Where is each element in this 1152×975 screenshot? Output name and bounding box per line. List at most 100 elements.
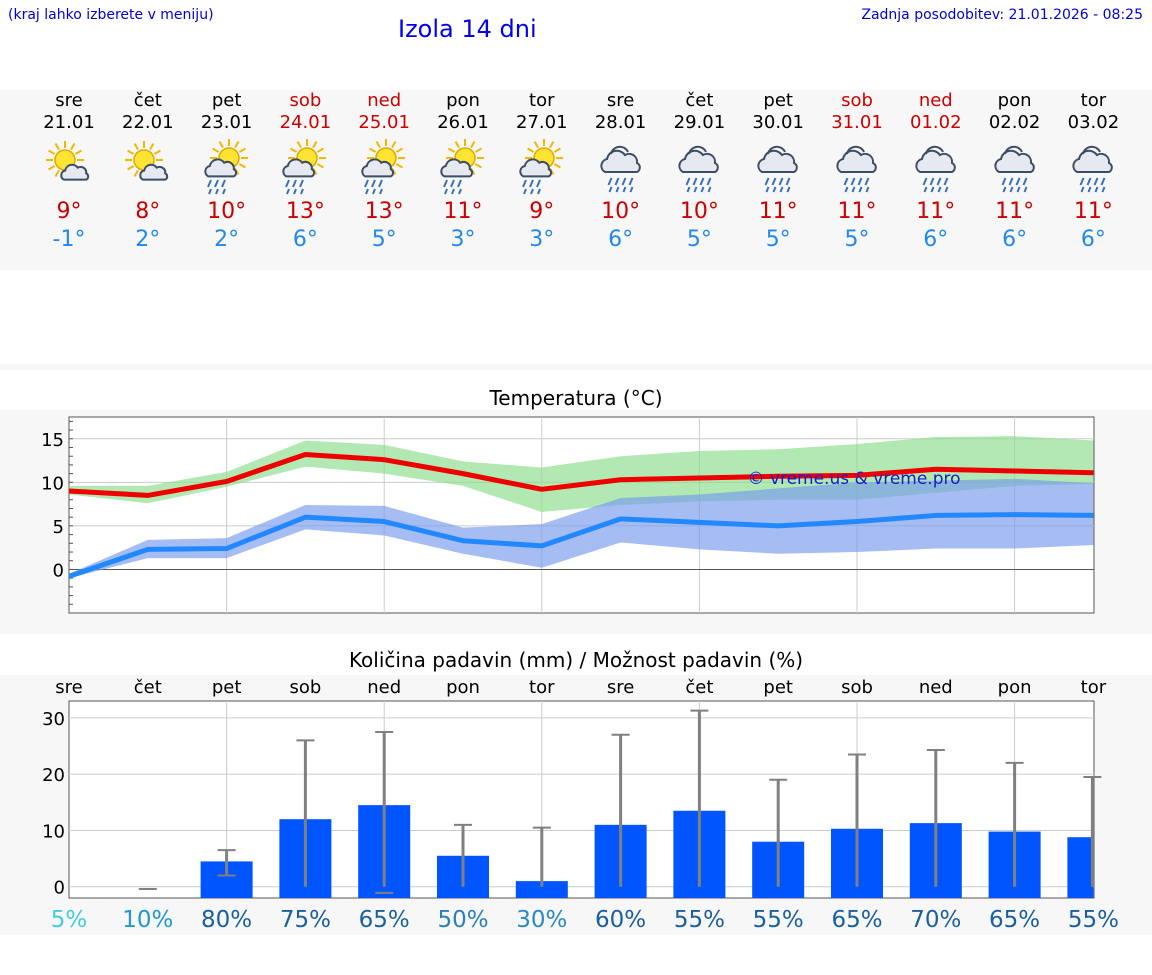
day-name: pet [211, 90, 242, 111]
watermark: © vreme.us & vreme.pro [747, 469, 960, 489]
day-column: sob 24.01 13° 6° [266, 90, 344, 254]
day-date: 01.02 [910, 112, 962, 133]
precip-probability: 55% [1068, 907, 1119, 933]
day-name: pon [997, 90, 1032, 111]
precipitation-chart: sre čet pet sob ned pon tor sre čet pet sob ned pon t… [42, 677, 1119, 933]
day-column: tor 27.01 9° 3° [503, 90, 581, 254]
temp-min: 5° [844, 227, 870, 252]
day-date: 24.01 [279, 112, 332, 133]
day-date: 29.01 [673, 112, 726, 133]
y-tick-label: 10 [41, 473, 64, 494]
precip-probability: 65% [359, 907, 410, 933]
day-date: 28.01 [594, 112, 647, 133]
day-date: 02.02 [988, 112, 1041, 133]
temp-max: 11° [995, 199, 1035, 224]
rain-icon [915, 145, 956, 193]
temp-max: 11° [837, 199, 877, 224]
precip-probability: 65% [831, 907, 882, 933]
day-column: pet 23.01 10° 2° [188, 90, 266, 254]
location-hint: (kraj lahko izberete v meniju) [8, 7, 214, 23]
temp-min: 6° [1080, 227, 1106, 252]
precip-probability: 80% [201, 907, 252, 933]
day-date: 25.01 [358, 112, 410, 133]
precip-probability: 70% [910, 907, 961, 933]
max-temp-line [68, 451, 1094, 498]
day-column: sob 31.01 11° 5° [818, 90, 896, 254]
temp-min: 2° [135, 227, 161, 252]
day-column: pet 30.01 11° 5° [739, 90, 817, 254]
day-column: pon 26.01 11° 3° [424, 90, 502, 254]
day-date: 03.02 [1067, 112, 1120, 133]
day-name: čet [133, 90, 162, 111]
precip-probability: 60% [595, 907, 646, 933]
temp-min: 6° [923, 227, 949, 252]
temperature-chart-title: Temperatura (°C) [489, 386, 663, 410]
temp-max: 11° [758, 199, 798, 224]
precip-bar [1067, 837, 1094, 898]
forecast-band [0, 90, 1152, 270]
min-temp-band [69, 478, 1094, 579]
page-title: Izola 14 dni [398, 15, 537, 43]
sun-cloud-icon [46, 141, 90, 181]
temp-min: 5° [686, 227, 712, 252]
rain-icon [1072, 145, 1114, 193]
day-column: pon 02.02 11° 6° [976, 90, 1054, 254]
precip-bar [515, 881, 568, 898]
day-date: 22.01 [122, 112, 174, 133]
sun-rain-icon [519, 139, 563, 195]
day-date: 21.01 [43, 112, 95, 133]
temp-max: 13° [364, 199, 404, 224]
precip-day-label: sob [841, 677, 873, 698]
temp-max: 11° [916, 199, 956, 224]
precip-day-label: pet [763, 677, 793, 698]
y-tick-label: 5 [53, 517, 64, 538]
precip-day-label: sob [289, 677, 321, 698]
sun-rain-icon [440, 139, 484, 195]
separator-band [0, 364, 1152, 370]
day-name: tor [1080, 90, 1107, 111]
day-name: ned [367, 90, 402, 111]
day-name: tor [529, 90, 555, 111]
precip-day-label: tor [1081, 677, 1107, 698]
temp-max: 11° [443, 199, 483, 224]
y-tick-label: 0 [53, 560, 64, 581]
day-column: čet 29.01 10° 5° [660, 90, 738, 254]
temp-min: 3° [450, 227, 476, 252]
temp-max: 9° [529, 199, 555, 224]
temp-min: 6° [1002, 227, 1028, 252]
precip-day-label: ned [367, 677, 401, 698]
day-column: tor 03.02 11° 6° [1054, 90, 1132, 254]
day-column: čet 22.01 8° 2° [109, 90, 187, 254]
day-date: 30.01 [752, 112, 804, 133]
temp-min: 5° [765, 227, 791, 252]
y-tick-label: 10 [42, 821, 65, 842]
precip-day-label: čet [685, 677, 713, 698]
temp-min: 6° [608, 227, 634, 252]
rain-icon [757, 145, 798, 193]
precip-day-label: pon [446, 677, 480, 698]
day-name: pet [763, 90, 793, 111]
last-updated: Zadnja posodobitev: 21.01.2026 - 08:25 [861, 7, 1143, 23]
precip-day-label: pon [998, 677, 1032, 698]
y-tick-label: 15 [41, 430, 64, 451]
precip-day-label: čet [134, 677, 162, 698]
sun-rain-icon [361, 139, 406, 195]
temp-max: 10° [207, 199, 247, 224]
day-date: 23.01 [200, 112, 253, 133]
precip-probability: 50% [437, 907, 488, 933]
precip-day-label: pet [212, 677, 242, 698]
sun-cloud-icon [124, 141, 168, 181]
y-tick-label: 0 [54, 878, 65, 899]
precip-probability: 30% [516, 907, 567, 933]
precip-probability: 65% [989, 907, 1040, 933]
temp-min: 2° [214, 227, 240, 252]
day-date: 31.01 [831, 112, 883, 133]
temp-max: 13° [285, 199, 325, 224]
temp-max: 8° [135, 199, 161, 224]
temp-max: 10° [679, 199, 719, 224]
day-column: sre 21.01 9° -1° [30, 90, 108, 254]
y-tick-label: 30 [42, 709, 65, 730]
precipitation-chart-title: Količina padavin (mm) / Možnost padavin … [348, 648, 804, 672]
precip-day-label: sre [55, 677, 82, 698]
sun-rain-icon [203, 139, 248, 195]
